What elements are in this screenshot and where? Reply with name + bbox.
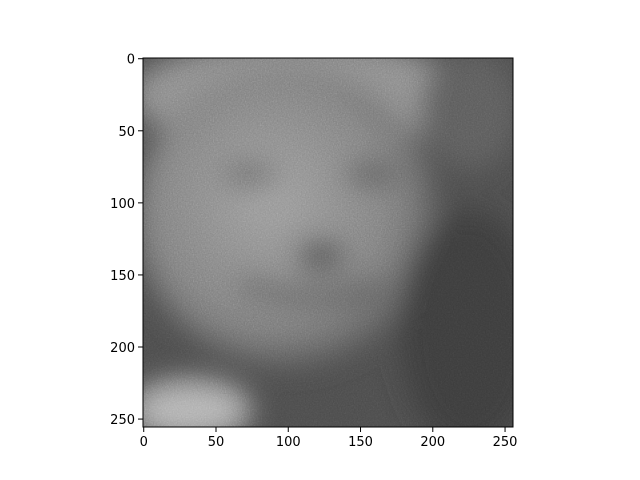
x-tick-label: 50 <box>208 435 225 450</box>
x-tick-label: 250 <box>493 435 518 450</box>
y-tick-label: 50 <box>118 125 135 140</box>
image <box>143 58 513 427</box>
y-tick-label: 100 <box>110 197 135 212</box>
y-tick-label: 250 <box>110 413 135 428</box>
y-tick-label: 200 <box>110 341 135 356</box>
x-tick-label: 100 <box>276 435 301 450</box>
x-tick-label: 150 <box>348 435 373 450</box>
y-tick-label: 150 <box>110 269 135 284</box>
x-tick-label: 0 <box>140 435 148 450</box>
y-tick-label: 0 <box>127 53 135 68</box>
axes-frame <box>142 57 514 428</box>
x-tick-label: 200 <box>420 435 445 450</box>
